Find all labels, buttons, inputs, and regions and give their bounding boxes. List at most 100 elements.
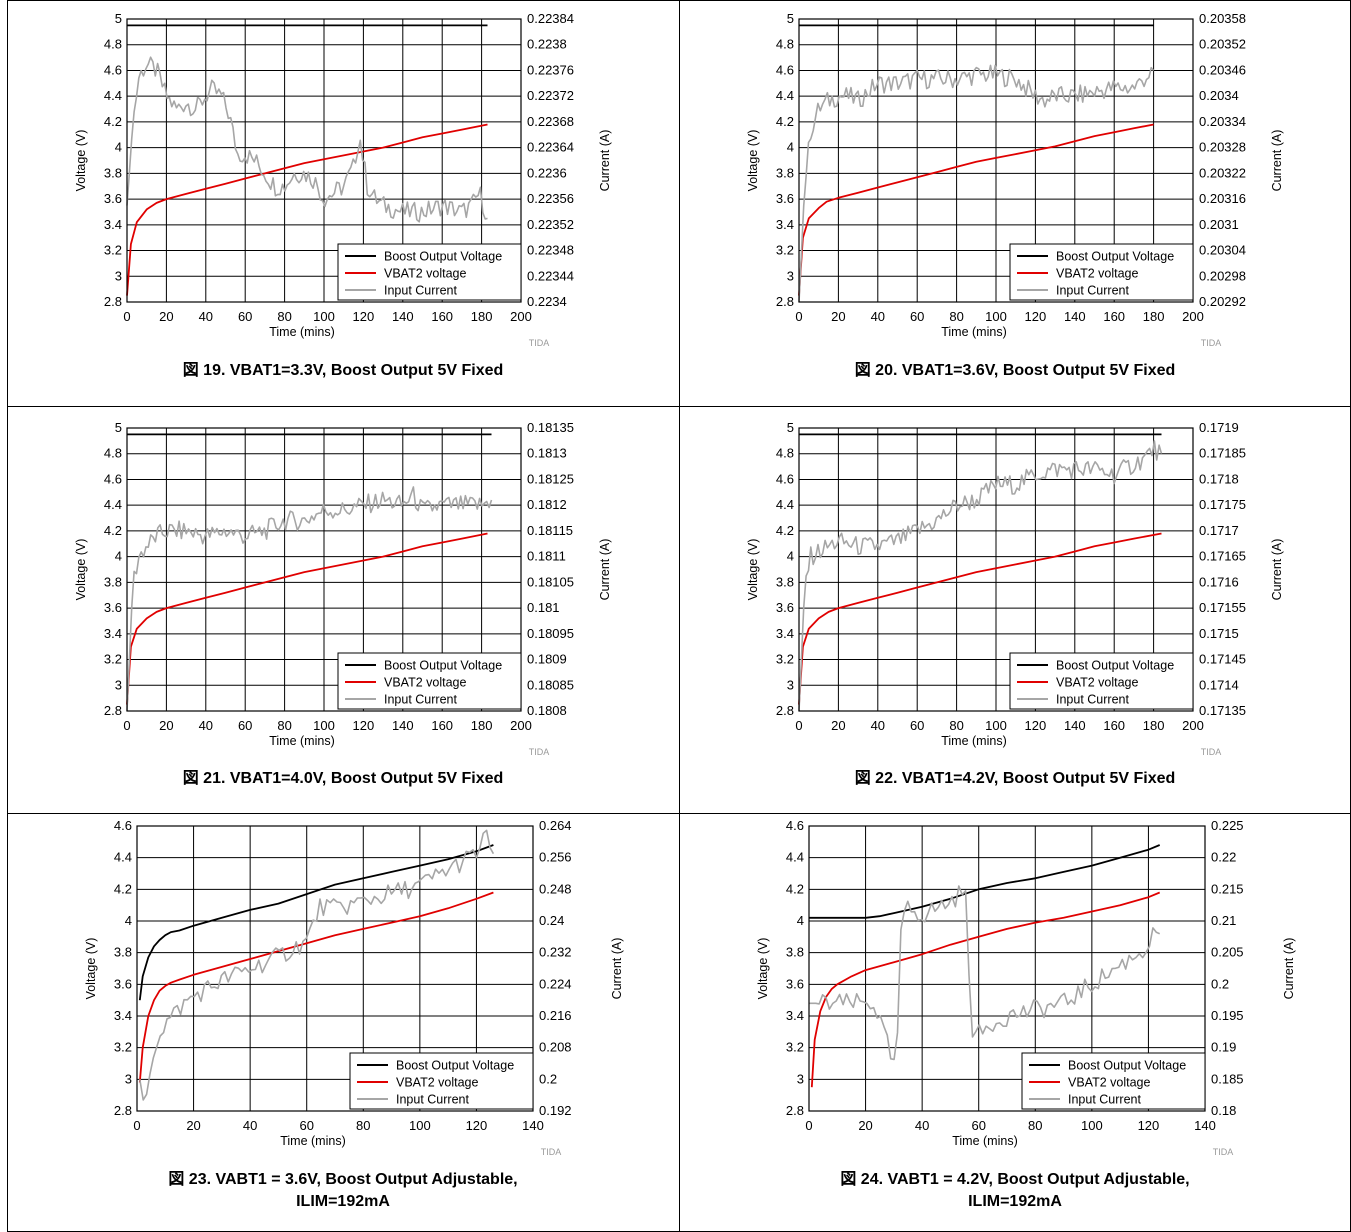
x-axis-title: Time (mins) bbox=[941, 325, 1007, 339]
y-tick-label: 2.8 bbox=[776, 294, 794, 309]
x-tick-label: 140 bbox=[1194, 1118, 1216, 1133]
legend: Boost Output Voltage VBAT2 voltage Input C… bbox=[1009, 652, 1194, 710]
y-tick-label: 4.6 bbox=[776, 471, 794, 486]
x-tick-label: 20 bbox=[831, 309, 845, 324]
caption-line: 図 24. VABT1 = 4.2V, Boost Output Adjusta… bbox=[840, 1171, 1190, 1188]
y-tick-label: 5 bbox=[115, 11, 122, 26]
y-tick-label: 5 bbox=[787, 420, 794, 435]
y2-tick-label: 0.1812 bbox=[527, 497, 567, 512]
legend: Boost Output Voltage VBAT2 voltage Input C… bbox=[1009, 243, 1194, 301]
x-tick-label: 180 bbox=[1143, 309, 1165, 324]
y2-axis-title: Current (A) bbox=[610, 938, 624, 1000]
y-tick-label: 4.6 bbox=[104, 62, 122, 77]
x-tick-label: 100 bbox=[1081, 1118, 1103, 1133]
x-tick-label: 140 bbox=[1064, 718, 1086, 733]
y-tick-label: 4.4 bbox=[114, 850, 132, 865]
x-tick-label: 0 bbox=[123, 718, 130, 733]
x-tick-label: 140 bbox=[522, 1118, 544, 1133]
x-tick-label: 40 bbox=[243, 1118, 257, 1133]
x-tick-label: 80 bbox=[356, 1118, 370, 1133]
legend: Boost Output Voltage VBAT2 voltage Input C… bbox=[349, 1052, 534, 1110]
y2-tick-label: 0.1714 bbox=[1199, 677, 1239, 692]
y-tick-label: 3.2 bbox=[104, 652, 122, 667]
y-tick-label: 3 bbox=[125, 1071, 132, 1086]
legend-label: Input Current bbox=[384, 693, 457, 707]
x-tick-label: 200 bbox=[510, 309, 532, 324]
y-tick-label: 4.8 bbox=[776, 446, 794, 461]
y2-tick-label: 0.264 bbox=[539, 818, 572, 833]
y-tick-label: 4.4 bbox=[786, 850, 804, 865]
figure-24-panel: 4.6 4.4 4.2 4 3.8 3.6 3.4 3.2 3 2.8 0.225 0.22 0.215… bbox=[679, 813, 1351, 1232]
x-tick-label: 100 bbox=[313, 309, 335, 324]
x-tick-label: 80 bbox=[277, 309, 291, 324]
plot-area-frame bbox=[136, 825, 534, 1112]
figure-21-caption: 図 21. VBAT1=4.0V, Boost Output 5V Fixed bbox=[7, 768, 679, 790]
figure-20-panel: 5 4.8 4.6 4.4 4.2 4 3.8 3.6 3.4 3.2 3 2.8 0.20358 0.2… bbox=[679, 0, 1351, 406]
y2-tick-label: 0.17145 bbox=[1199, 652, 1246, 667]
y-tick-label: 3.4 bbox=[786, 1008, 804, 1023]
y-tick-label: 4 bbox=[787, 140, 794, 155]
y2-tick-label: 0.18125 bbox=[527, 471, 574, 486]
y-tick-label: 3 bbox=[787, 268, 794, 283]
figure-22-caption: 図 22. VBAT1=4.2V, Boost Output 5V Fixed bbox=[679, 768, 1351, 790]
x-axis-title: Time (mins) bbox=[280, 1134, 346, 1148]
legend-label: VBAT2 voltage bbox=[1056, 267, 1139, 281]
y-tick-label: 3.8 bbox=[776, 165, 794, 180]
y2-tick-label: 0.1715 bbox=[1199, 626, 1239, 641]
x-tick-label: 60 bbox=[910, 718, 924, 733]
y2-tick-label: 0.1809 bbox=[527, 652, 567, 667]
caption-line: 図 19. VBAT1=3.3V, Boost Output 5V Fixed bbox=[182, 362, 504, 379]
x-tick-label: 0 bbox=[123, 309, 130, 324]
series-line-vbat2 bbox=[126, 532, 488, 705]
y2-tick-label: 0.22384 bbox=[527, 11, 574, 26]
y-tick-label: 4.4 bbox=[104, 88, 122, 103]
y-tick-label: 4.8 bbox=[104, 37, 122, 52]
x-tick-label: 100 bbox=[985, 718, 1007, 733]
y2-tick-label: 0.20358 bbox=[1199, 11, 1246, 26]
legend-label: VBAT2 voltage bbox=[1056, 676, 1139, 690]
series-line-current bbox=[798, 440, 1163, 712]
y2-tick-label: 0.22356 bbox=[527, 191, 574, 206]
y2-tick-label: 0.1719 bbox=[1199, 420, 1239, 435]
y-tick-label: 3.4 bbox=[104, 626, 122, 641]
y2-tick-label: 0.22 bbox=[1211, 850, 1236, 865]
y2-tick-label: 0.1717 bbox=[1199, 523, 1239, 538]
y-tick-label: 4.2 bbox=[104, 114, 122, 129]
x-tick-label: 120 bbox=[1025, 309, 1047, 324]
y-tick-label: 3.6 bbox=[104, 600, 122, 615]
figure-20-chart: 5 4.8 4.6 4.4 4.2 4 3.8 3.6 3.4 3.2 3 2.8 0.20358 0.2… bbox=[746, 11, 1284, 348]
x-tick-label: 20 bbox=[159, 309, 173, 324]
legend-label: Input Current bbox=[1068, 1093, 1141, 1107]
column-divider bbox=[679, 0, 680, 1232]
y2-tick-label: 0.20334 bbox=[1199, 114, 1246, 129]
y2-tick-label: 0.2034 bbox=[1199, 88, 1239, 103]
y-tick-label: 4 bbox=[797, 913, 804, 928]
y-tick-label: 4.6 bbox=[104, 471, 122, 486]
y2-tick-label: 0.192 bbox=[539, 1103, 572, 1118]
y2-tick-label: 0.22368 bbox=[527, 114, 574, 129]
legend-label: VBAT2 voltage bbox=[396, 1076, 479, 1090]
x-tick-label: 40 bbox=[871, 718, 885, 733]
caption-line: 図 23. VABT1 = 3.6V, Boost Output Adjusta… bbox=[168, 1171, 518, 1188]
y-tick-label: 2.8 bbox=[114, 1103, 132, 1118]
y-tick-label: 5 bbox=[115, 420, 122, 435]
legend: Boost Output Voltage VBAT2 voltage Input C… bbox=[1021, 1052, 1206, 1110]
plot-area-frame bbox=[808, 825, 1206, 1112]
y-tick-label: 2.8 bbox=[104, 703, 122, 718]
y2-tick-label: 0.225 bbox=[1211, 818, 1244, 833]
y-tick-label: 3.6 bbox=[776, 600, 794, 615]
legend-label: Input Current bbox=[1056, 284, 1129, 298]
y-tick-label: 2.8 bbox=[786, 1103, 804, 1118]
y2-tick-label: 0.18085 bbox=[527, 677, 574, 692]
figure-24-chart: 4.6 4.4 4.2 4 3.8 3.6 3.4 3.2 3 2.8 0.225 0.22 0.215… bbox=[756, 818, 1296, 1157]
y2-axis-title: Current (A) bbox=[598, 539, 612, 601]
y-tick-label: 4.4 bbox=[776, 497, 794, 512]
x-tick-label: 20 bbox=[858, 1118, 872, 1133]
y2-tick-label: 0.205 bbox=[1211, 945, 1244, 960]
y-tick-label: 4 bbox=[125, 913, 132, 928]
y-axis-title: Voltage (V) bbox=[756, 938, 770, 1000]
y-tick-label: 4.6 bbox=[786, 818, 804, 833]
y-tick-label: 3.6 bbox=[786, 976, 804, 991]
x-tick-label: 40 bbox=[871, 309, 885, 324]
x-tick-label: 80 bbox=[1028, 1118, 1042, 1133]
